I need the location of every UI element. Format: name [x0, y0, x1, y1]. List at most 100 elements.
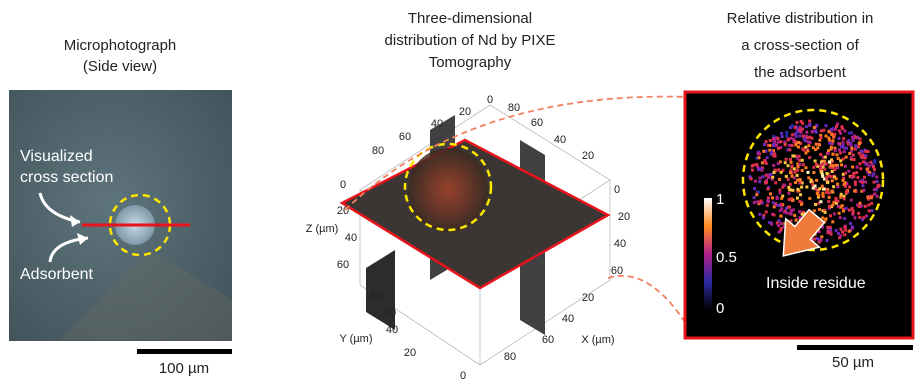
title-line: a cross-section of	[741, 37, 859, 54]
speckle	[821, 175, 824, 178]
speckle	[777, 168, 780, 171]
speckle	[852, 212, 855, 215]
speckle	[852, 175, 855, 178]
speckle	[848, 186, 851, 189]
speckle	[856, 166, 859, 169]
title-line: distribution of Nd by PIXE	[385, 32, 556, 49]
speckle	[783, 141, 786, 144]
speckle	[777, 141, 780, 144]
speckle	[779, 215, 782, 218]
speckle	[828, 142, 831, 145]
speckle	[845, 207, 848, 210]
speckle	[868, 165, 871, 168]
speckle	[873, 181, 876, 184]
speckle	[861, 181, 864, 184]
title-line: Microphotograph	[64, 37, 177, 54]
speckle	[751, 169, 754, 172]
speckle	[759, 177, 762, 180]
speckle	[843, 195, 846, 198]
speckle	[843, 233, 846, 236]
figure: Microphotograph (Side view) Visualized c…	[0, 0, 923, 380]
speckle	[768, 176, 771, 179]
speckle	[806, 136, 809, 139]
speckle	[773, 205, 776, 208]
speckle	[844, 130, 847, 133]
speckle	[825, 176, 828, 179]
speckle	[827, 200, 830, 203]
speckle	[763, 143, 766, 146]
speckle	[784, 161, 787, 164]
tick-label: 20	[459, 106, 471, 118]
speckle	[792, 199, 795, 202]
speckle	[767, 200, 770, 203]
speckle	[833, 212, 836, 215]
title-line: Three-dimensional	[408, 10, 532, 27]
speckle	[877, 184, 880, 187]
speckle	[773, 213, 776, 216]
speckle	[830, 133, 833, 136]
speckle	[801, 122, 804, 125]
speckle	[780, 197, 783, 200]
speckle	[873, 168, 876, 171]
speckle	[797, 165, 800, 168]
speckle	[804, 166, 807, 169]
speckle	[812, 171, 815, 174]
speckle	[864, 205, 867, 208]
speckle	[845, 147, 848, 150]
speckle	[767, 197, 770, 200]
speckle	[859, 167, 862, 170]
speckle	[816, 237, 819, 240]
speckle	[757, 190, 760, 193]
title-line: the adsorbent	[754, 64, 847, 81]
speckle	[831, 190, 834, 193]
speckle	[753, 187, 756, 190]
speckle	[868, 173, 871, 176]
speckle	[789, 171, 792, 174]
speckle	[780, 227, 783, 230]
tick-label: 60	[542, 334, 554, 346]
speckle	[766, 156, 769, 159]
speckle	[834, 128, 837, 131]
speckle	[763, 159, 766, 162]
scale-bar	[797, 345, 913, 350]
speckle	[801, 147, 804, 150]
speckle	[766, 204, 769, 207]
tick-label: 60	[384, 307, 396, 319]
speckle	[814, 160, 817, 163]
tick-label: 20	[618, 211, 630, 223]
tick-label: 0	[340, 179, 346, 191]
speckle	[859, 162, 862, 165]
speckle	[767, 188, 770, 191]
speckle	[864, 154, 867, 157]
speckle	[828, 191, 831, 194]
speckle	[819, 167, 822, 170]
speckle	[842, 179, 845, 182]
speckle	[842, 141, 845, 144]
speckle	[831, 170, 834, 173]
speckle	[853, 189, 856, 192]
speckle	[772, 154, 775, 157]
speckle	[839, 132, 842, 135]
speckle	[755, 163, 758, 166]
speckle	[813, 209, 816, 212]
speckle	[794, 144, 797, 147]
speckle	[837, 200, 840, 203]
speckle	[835, 153, 838, 156]
speckle	[838, 148, 841, 151]
speckle	[765, 140, 768, 143]
speckle	[835, 177, 838, 180]
speckle	[862, 189, 865, 192]
speckle	[796, 188, 799, 191]
speckle	[875, 176, 878, 179]
speckle	[827, 137, 830, 140]
speckle	[778, 189, 781, 192]
speckle	[819, 200, 822, 203]
speckle	[829, 214, 832, 217]
speckle	[821, 162, 824, 165]
speckle	[773, 139, 776, 142]
tick-label: 40	[386, 324, 398, 336]
speckle	[781, 186, 784, 189]
speckle	[828, 205, 831, 208]
speckle	[781, 135, 784, 138]
speckle	[812, 187, 815, 190]
